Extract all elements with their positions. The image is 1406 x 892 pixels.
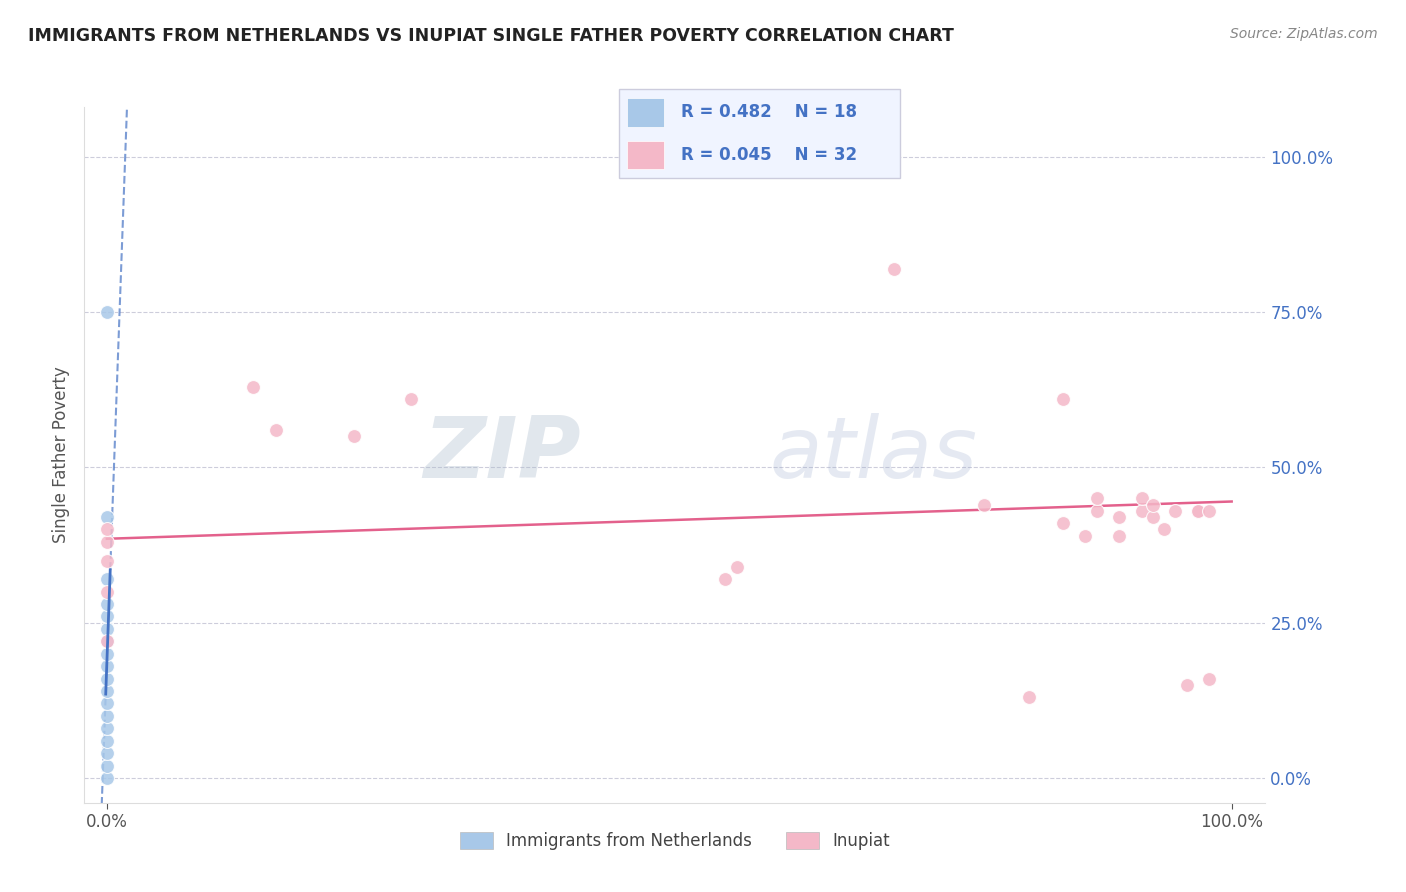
Point [1187, 504, 1209, 518]
Point [1108, 510, 1130, 524]
Point [343, 429, 366, 443]
Point [1198, 504, 1220, 518]
Point [264, 423, 287, 437]
Point [1164, 504, 1187, 518]
Point [1052, 516, 1074, 531]
Point [1142, 510, 1164, 524]
Point [883, 261, 905, 276]
Point [725, 559, 748, 574]
Point [96, 634, 118, 648]
Point [1198, 672, 1220, 686]
Point [1108, 529, 1130, 543]
Point [242, 379, 264, 393]
FancyBboxPatch shape [619, 89, 900, 178]
Point [96, 622, 118, 636]
Point [1052, 392, 1074, 406]
Legend: Immigrants from Netherlands, Inupiat: Immigrants from Netherlands, Inupiat [453, 826, 897, 857]
Point [96, 684, 118, 698]
Point [1142, 498, 1164, 512]
Y-axis label: Single Father Poverty: Single Father Poverty [52, 367, 70, 543]
Point [96, 758, 118, 772]
Point [96, 647, 118, 661]
Point [96, 634, 118, 648]
Point [96, 510, 118, 524]
Point [96, 733, 118, 747]
Point [96, 523, 118, 537]
Point [96, 553, 118, 567]
Point [96, 597, 118, 611]
Point [96, 534, 118, 549]
Point [96, 609, 118, 624]
Point [96, 672, 118, 686]
Text: IMMIGRANTS FROM NETHERLANDS VS INUPIAT SINGLE FATHER POVERTY CORRELATION CHART: IMMIGRANTS FROM NETHERLANDS VS INUPIAT S… [28, 27, 955, 45]
Point [96, 771, 118, 785]
Text: R = 0.482    N = 18: R = 0.482 N = 18 [681, 103, 856, 121]
Text: ZIP: ZIP [423, 413, 581, 497]
Point [1153, 523, 1175, 537]
Point [96, 584, 118, 599]
Point [96, 659, 118, 673]
Point [1130, 504, 1153, 518]
Point [1018, 690, 1040, 705]
Text: Source: ZipAtlas.com: Source: ZipAtlas.com [1230, 27, 1378, 41]
Point [1187, 504, 1209, 518]
Point [96, 305, 118, 319]
Text: R = 0.045    N = 32: R = 0.045 N = 32 [681, 146, 856, 164]
Point [96, 721, 118, 735]
Point [96, 708, 118, 723]
Point [1085, 504, 1108, 518]
Text: atlas: atlas [769, 413, 977, 497]
Point [1074, 529, 1097, 543]
Point [399, 392, 422, 406]
Point [96, 572, 118, 586]
Point [96, 746, 118, 760]
Point [96, 697, 118, 711]
Point [714, 572, 737, 586]
FancyBboxPatch shape [627, 141, 664, 169]
FancyBboxPatch shape [627, 98, 664, 127]
Point [1175, 678, 1198, 692]
Point [1130, 491, 1153, 506]
Point [1085, 491, 1108, 506]
Point [973, 498, 995, 512]
